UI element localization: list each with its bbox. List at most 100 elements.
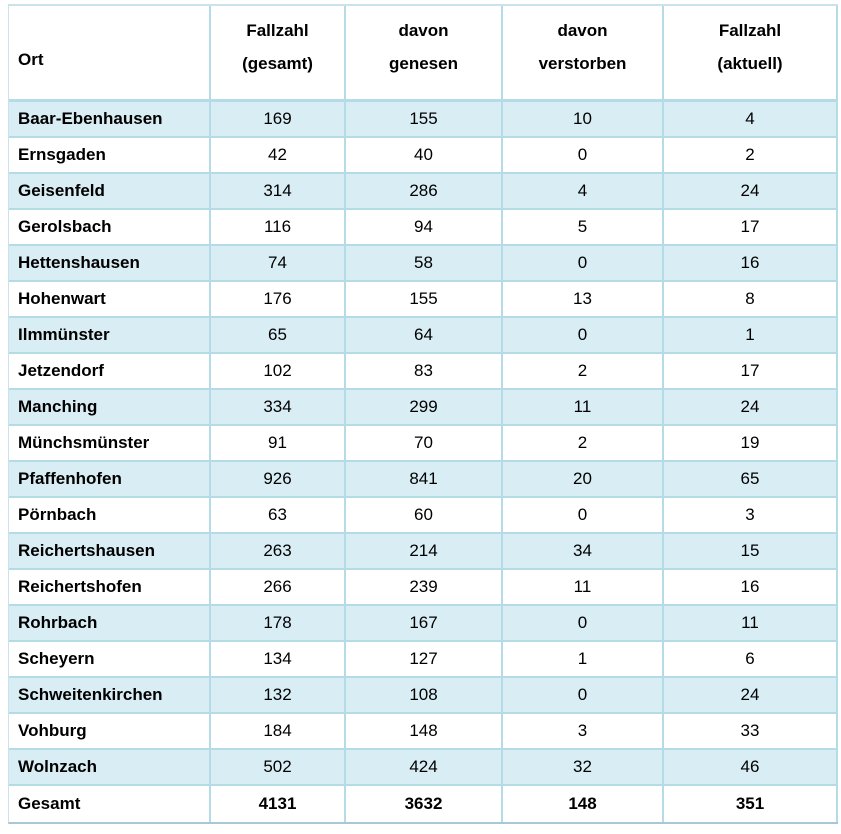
value-cell: 167 — [346, 606, 503, 642]
value-cell: 266 — [211, 570, 346, 606]
table-row-total: Gesamt 4131 3632 148 351 — [9, 786, 838, 822]
ort-cell: Münchsmünster — [9, 426, 211, 462]
value-cell: 176 — [211, 282, 346, 318]
column-header-label: Fallzahl — [246, 21, 309, 40]
column-header-label: (gesamt) — [242, 54, 313, 73]
value-cell: 1 — [503, 642, 664, 678]
value-cell: 239 — [346, 570, 503, 606]
value-cell: 46 — [664, 750, 838, 786]
column-header-label: Ort — [18, 49, 44, 69]
ort-cell: Baar-Ebenhausen — [9, 102, 211, 138]
value-cell: 42 — [211, 138, 346, 174]
value-cell: 148 — [503, 786, 664, 822]
value-cell: 116 — [211, 210, 346, 246]
column-header-label: davon — [398, 21, 449, 40]
table-row: Gerolsbach 116 94 5 17 — [9, 210, 838, 246]
value-cell: 169 — [211, 102, 346, 138]
ort-cell: Pfaffenhofen — [9, 462, 211, 498]
column-header-label: verstorben — [538, 54, 627, 73]
value-cell: 4 — [664, 102, 838, 138]
ort-cell: Reichertshausen — [9, 534, 211, 570]
value-cell: 11 — [664, 606, 838, 642]
table-row: Jetzendorf 102 83 2 17 — [9, 354, 838, 390]
value-cell: 91 — [211, 426, 346, 462]
value-cell: 424 — [346, 750, 503, 786]
value-cell: 184 — [211, 714, 346, 750]
value-cell: 11 — [503, 570, 664, 606]
value-cell: 299 — [346, 390, 503, 426]
value-cell: 24 — [664, 678, 838, 714]
value-cell: 0 — [503, 606, 664, 642]
value-cell: 70 — [346, 426, 503, 462]
table-row: Pörnbach 63 60 0 3 — [9, 498, 838, 534]
value-cell: 16 — [664, 246, 838, 282]
ort-cell: Gerolsbach — [9, 210, 211, 246]
table-row: Manching 334 299 11 24 — [9, 390, 838, 426]
value-cell: 3 — [664, 498, 838, 534]
value-cell: 10 — [503, 102, 664, 138]
table-row: Reichertshofen 266 239 11 16 — [9, 570, 838, 606]
column-header: Fallzahl (gesamt) — [211, 6, 346, 102]
table-row: Scheyern 134 127 1 6 — [9, 642, 838, 678]
ort-cell: Rohrbach — [9, 606, 211, 642]
value-cell: 286 — [346, 174, 503, 210]
table-row: Baar-Ebenhausen 169 155 10 4 — [9, 102, 838, 138]
value-cell: 6 — [664, 642, 838, 678]
value-cell: 4 — [503, 174, 664, 210]
value-cell: 108 — [346, 678, 503, 714]
value-cell: 40 — [346, 138, 503, 174]
table-row: Ilmmünster 65 64 0 1 — [9, 318, 838, 354]
value-cell: 3632 — [346, 786, 503, 822]
ort-cell: Gesamt — [9, 786, 211, 822]
table-row: Schweitenkirchen 132 108 0 24 — [9, 678, 838, 714]
value-cell: 2 — [503, 426, 664, 462]
table-row: Ernsgaden 42 40 0 2 — [9, 138, 838, 174]
value-cell: 334 — [211, 390, 346, 426]
ort-cell: Vohburg — [9, 714, 211, 750]
column-header-ort: Ort — [9, 6, 211, 102]
value-cell: 4131 — [211, 786, 346, 822]
value-cell: 926 — [211, 462, 346, 498]
ort-cell: Reichertshofen — [9, 570, 211, 606]
value-cell: 214 — [346, 534, 503, 570]
value-cell: 102 — [211, 354, 346, 390]
value-cell: 0 — [503, 498, 664, 534]
table-row: Wolnzach 502 424 32 46 — [9, 750, 838, 786]
table-row: Rohrbach 178 167 0 11 — [9, 606, 838, 642]
value-cell: 3 — [503, 714, 664, 750]
table-row: Münchsmünster 91 70 2 19 — [9, 426, 838, 462]
value-cell: 178 — [211, 606, 346, 642]
column-header: davon verstorben — [503, 6, 664, 102]
value-cell: 65 — [664, 462, 838, 498]
value-cell: 2 — [503, 354, 664, 390]
ort-cell: Schweitenkirchen — [9, 678, 211, 714]
value-cell: 13 — [503, 282, 664, 318]
table-row: Geisenfeld 314 286 4 24 — [9, 174, 838, 210]
table-row: Hettenshausen 74 58 0 16 — [9, 246, 838, 282]
table-row: Hohenwart 176 155 13 8 — [9, 282, 838, 318]
value-cell: 841 — [346, 462, 503, 498]
value-cell: 132 — [211, 678, 346, 714]
value-cell: 24 — [664, 174, 838, 210]
value-cell: 17 — [664, 210, 838, 246]
value-cell: 16 — [664, 570, 838, 606]
value-cell: 1 — [664, 318, 838, 354]
ort-cell: Wolnzach — [9, 750, 211, 786]
ort-cell: Hettenshausen — [9, 246, 211, 282]
value-cell: 17 — [664, 354, 838, 390]
ort-cell: Jetzendorf — [9, 354, 211, 390]
value-cell: 20 — [503, 462, 664, 498]
value-cell: 314 — [211, 174, 346, 210]
ort-cell: Scheyern — [9, 642, 211, 678]
table-row: Reichertshausen 263 214 34 15 — [9, 534, 838, 570]
value-cell: 0 — [503, 678, 664, 714]
table-header: Ort Fallzahl (gesamt) davon genesen davon vers… — [9, 6, 838, 102]
column-header-label: Fallzahl — [718, 21, 782, 40]
value-cell: 5 — [503, 210, 664, 246]
value-cell: 134 — [211, 642, 346, 678]
value-cell: 263 — [211, 534, 346, 570]
ort-cell: Ernsgaden — [9, 138, 211, 174]
value-cell: 64 — [346, 318, 503, 354]
value-cell: 11 — [503, 390, 664, 426]
value-cell: 94 — [346, 210, 503, 246]
